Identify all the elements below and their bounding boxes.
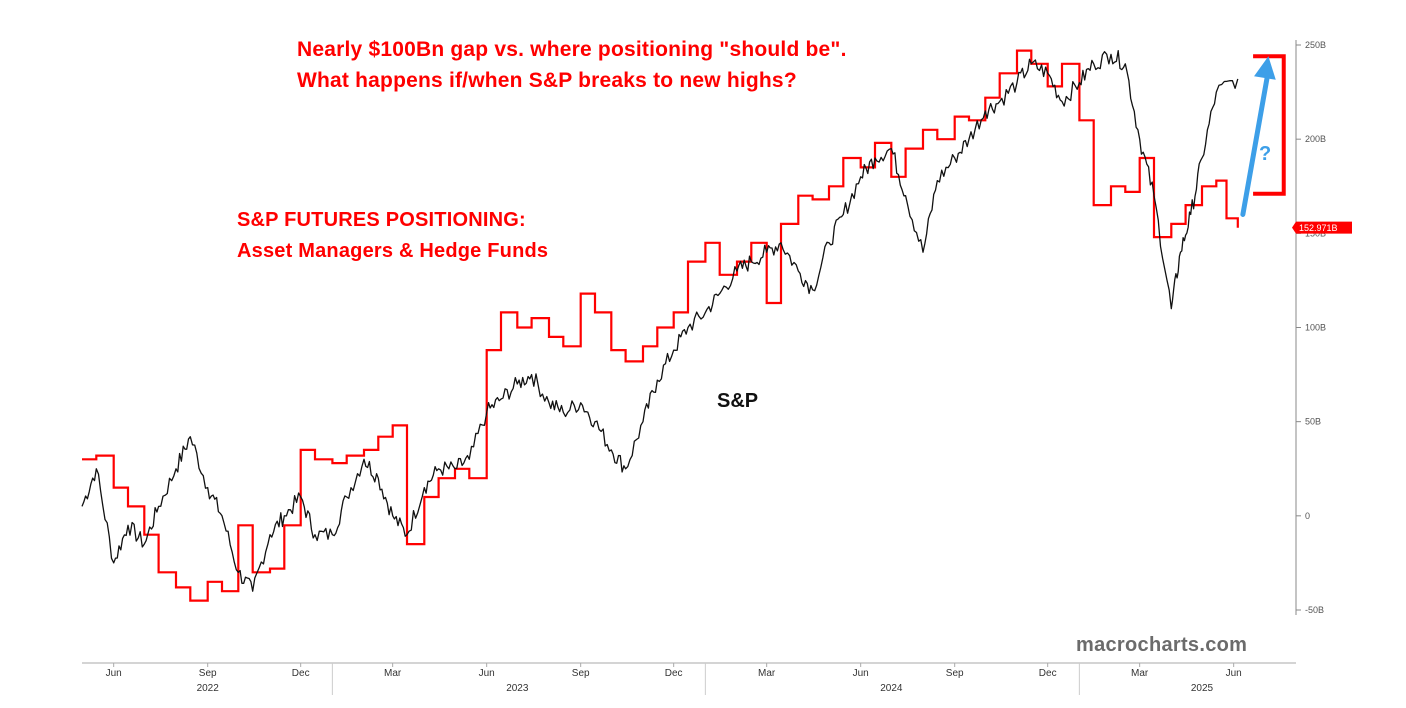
series-layer [81, 49, 1239, 602]
x-tick-label: Jun [479, 668, 495, 679]
x-tick-label: Dec [665, 668, 683, 679]
y-tick-label: 50B [1305, 417, 1321, 427]
y-tick-label: 100B [1305, 323, 1326, 333]
x-year-label: 2022 [197, 683, 220, 694]
projection-arrow-shaft [1240, 67, 1271, 217]
last-value-tag [1292, 221, 1352, 234]
x-tick-label: Mar [758, 668, 776, 679]
sp-series-label: S&P [717, 390, 759, 412]
last-value-label: 152.971B [1299, 223, 1338, 233]
x-tick-label: Jun [1226, 668, 1242, 679]
x-tick-label: Sep [572, 668, 590, 679]
x-year-label: 2023 [506, 683, 529, 694]
x-axis: Jun Sep Dec Mar Jun Sep Dec Mar Jun Sep Dec Mar Jun 2… [82, 662, 1296, 695]
question-mark: ? [1259, 143, 1272, 165]
x-tick-label: Jun [106, 668, 122, 679]
headline-line-1: Nearly $100Bn gap vs. where positioning … [297, 38, 847, 61]
y-tick-label: -50B [1305, 605, 1324, 615]
x-tick-label: Dec [1039, 668, 1057, 679]
x-tick-label: Sep [199, 668, 217, 679]
headline-line-2: What happens if/when S&P breaks to new h… [297, 69, 797, 92]
x-year-label: 2025 [1191, 683, 1214, 694]
headline-annotation: Nearly $100Bn gap vs. where positioning … [297, 34, 847, 96]
sp-series-line [81, 50, 1239, 592]
positioning-series-line [82, 49, 1239, 602]
projection-overlay [1240, 54, 1286, 217]
y-tick-label: 250B [1305, 40, 1326, 50]
positioning-title: S&P FUTURES POSITIONING: [237, 209, 526, 231]
x-tick-label: Sep [946, 668, 964, 679]
x-year-label: 2024 [880, 683, 903, 694]
x-tick-label: Jun [853, 668, 869, 679]
positioning-subtitle: Asset Managers & Hedge Funds [237, 240, 549, 262]
y-tick-label: 0 [1305, 511, 1310, 521]
x-tick-label: Dec [292, 668, 310, 679]
y-tick-label: 200B [1305, 134, 1326, 144]
projection-arrow-head [1254, 56, 1276, 80]
x-tick-label: Mar [1131, 668, 1149, 679]
x-tick-label: Mar [384, 668, 402, 679]
source-credit: macrocharts.com [1076, 634, 1248, 656]
positioning-annotation: S&P FUTURES POSITIONING: Asset Managers … [237, 205, 548, 267]
gap-bracket [1253, 54, 1286, 196]
